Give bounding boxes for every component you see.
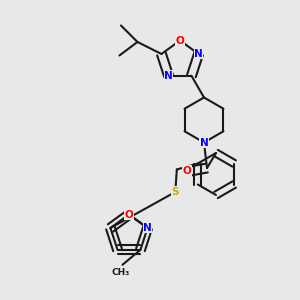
Text: N: N xyxy=(194,49,203,59)
Text: CH₃: CH₃ xyxy=(112,268,130,277)
Text: O: O xyxy=(182,166,191,176)
Text: O: O xyxy=(176,35,184,46)
Text: S: S xyxy=(172,187,179,197)
Text: N: N xyxy=(164,71,173,81)
Text: N: N xyxy=(143,223,152,233)
Text: O: O xyxy=(124,209,134,220)
Text: N: N xyxy=(200,137,208,148)
